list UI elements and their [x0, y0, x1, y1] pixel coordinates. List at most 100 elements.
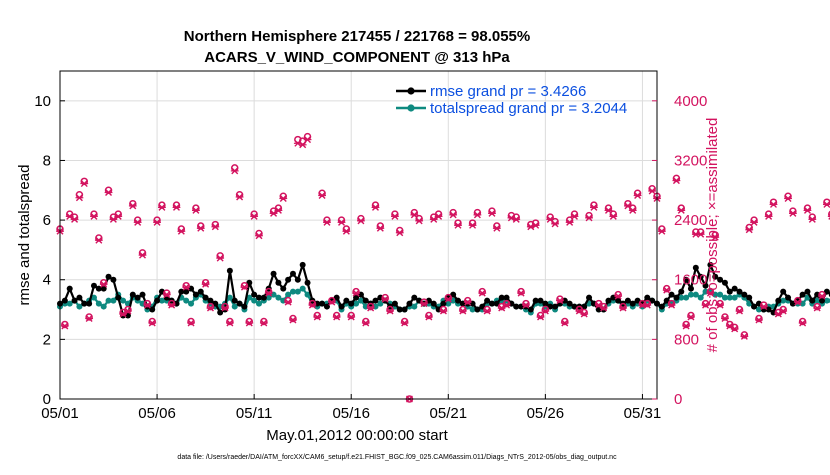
rmse-point: [484, 297, 491, 304]
possible-marker: [255, 229, 263, 238]
possible-marker: [230, 164, 239, 172]
totalspread-point: [353, 300, 360, 307]
possible-marker: [546, 213, 554, 221]
possible-marker: [677, 204, 686, 212]
possible-marker: [61, 320, 69, 329]
rmse-point: [513, 303, 520, 310]
right-tick-label: 3200: [674, 152, 707, 169]
totalspread-point: [251, 297, 258, 304]
rmse-point: [231, 297, 238, 304]
possible-marker: [599, 302, 608, 311]
possible-marker: [483, 305, 491, 314]
possible-marker: [764, 210, 773, 218]
possible-marker: [240, 281, 249, 290]
rmse-point: [644, 294, 651, 301]
possible-marker: [740, 331, 749, 339]
legend-rmse-label: rmse grand pr = 3.4266: [430, 83, 586, 100]
x-tick-label: 05/31: [624, 405, 662, 422]
possible-marker: [551, 217, 559, 226]
possible-marker: [570, 210, 579, 218]
totalspread-point: [411, 303, 418, 310]
rmse-point: [532, 297, 539, 304]
y-axis-ticks: 0 2 4 6 8 10: [34, 93, 65, 408]
rmse-point: [149, 306, 156, 313]
totalspread-point: [285, 291, 292, 298]
rmse-point: [566, 300, 573, 307]
possible-marker: [133, 216, 142, 224]
possible-marker: [211, 220, 220, 229]
x-tick-label: 05/16: [332, 405, 370, 422]
rmse-point: [90, 282, 97, 289]
right-tick-label: 2400: [674, 212, 707, 229]
possible-marker: [648, 185, 656, 193]
rmse-point: [673, 294, 680, 301]
totalspread-point: [755, 306, 762, 313]
rmse-point: [202, 294, 209, 301]
totalspread-point: [726, 294, 733, 301]
rmse-point: [71, 297, 78, 304]
possible-marker: [85, 313, 93, 321]
rmse-point: [226, 267, 233, 274]
possible-marker: [614, 290, 622, 299]
possible-marker: [827, 210, 830, 218]
possible-marker: [357, 214, 365, 223]
possible-marker: [366, 302, 375, 311]
totalspread-point: [265, 294, 272, 301]
x-axis-ticks: 05/01 05/06 05/11 05/16 05/21 05/26 05/31: [41, 394, 661, 422]
plot-area: [60, 71, 657, 399]
right-axis-ticks: 0 800 1600 2400 3200 4000: [652, 93, 707, 408]
y-axis-label: rmse and totalspread: [16, 165, 33, 306]
rmse-point: [353, 294, 360, 301]
legend-spread-marker: [407, 104, 415, 112]
possible-marker: [245, 317, 254, 326]
rmse-point: [270, 270, 277, 277]
possible-marker: [342, 225, 351, 233]
possible-marker: [182, 281, 190, 290]
possible-marker: [206, 302, 215, 311]
possible-marker: [687, 311, 695, 320]
rmse-point: [804, 288, 811, 295]
possible-marker: [609, 210, 618, 218]
rmse-point: [799, 291, 806, 298]
possible-marker: [517, 287, 525, 296]
possible-marker: [192, 204, 200, 212]
totalspread-point: [683, 294, 690, 301]
right-tick-label: 4000: [674, 93, 707, 110]
rmse-point: [319, 300, 326, 307]
possible-marker: [138, 249, 147, 257]
totalspread-point: [357, 297, 364, 304]
possible-marker: [755, 314, 763, 323]
totalspread-point: [721, 294, 728, 301]
x-tick-label: 05/26: [527, 405, 565, 422]
possible-marker: [298, 137, 307, 145]
possible-marker: [813, 302, 821, 311]
totalspread-point: [90, 294, 97, 301]
rmse-point: [86, 300, 93, 307]
possible-marker: [716, 299, 724, 308]
possible-marker: [289, 314, 297, 323]
rmse-point: [678, 288, 685, 295]
right-axis-label: # of obs: o=possible; ×=assimilated: [704, 118, 721, 353]
possible-marker: [735, 305, 744, 314]
rmse-point: [285, 276, 292, 283]
possible-marker: [337, 216, 346, 224]
rmse-point: [217, 309, 224, 316]
rmse-point: [207, 297, 214, 304]
totalspread-point: [814, 297, 821, 304]
totalspread-point: [256, 300, 262, 307]
possible-marker: [226, 317, 234, 326]
rmse-point: [731, 285, 738, 292]
possible-marker: [730, 323, 739, 332]
possible-marker: [303, 132, 312, 141]
possible-marker: [410, 208, 419, 217]
possible-marker: [682, 320, 690, 329]
rmse-point: [110, 276, 117, 283]
rmse-point: [61, 297, 68, 304]
rmse-point: [692, 264, 699, 271]
possible-marker: [167, 299, 176, 308]
rmse-point: [809, 297, 816, 304]
possible-marker: [444, 293, 453, 302]
rmse-point: [586, 294, 593, 301]
rmse-point: [343, 297, 350, 304]
rmse-point: [726, 288, 733, 295]
